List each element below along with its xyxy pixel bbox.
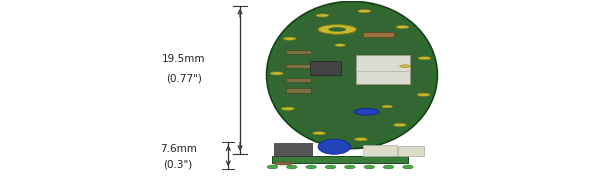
Ellipse shape [318, 25, 356, 34]
Ellipse shape [355, 138, 368, 141]
FancyBboxPatch shape [272, 156, 408, 163]
FancyBboxPatch shape [275, 162, 291, 164]
Ellipse shape [306, 165, 317, 169]
Ellipse shape [358, 10, 371, 13]
FancyBboxPatch shape [286, 50, 311, 54]
FancyBboxPatch shape [362, 145, 397, 156]
Ellipse shape [417, 93, 430, 96]
FancyBboxPatch shape [274, 143, 312, 156]
Text: 19.5mm: 19.5mm [162, 54, 206, 64]
Ellipse shape [329, 27, 346, 32]
Text: (0.3"): (0.3") [163, 159, 193, 169]
Ellipse shape [403, 165, 413, 169]
Ellipse shape [364, 165, 375, 169]
Ellipse shape [273, 7, 431, 143]
Ellipse shape [400, 65, 410, 68]
Ellipse shape [355, 108, 379, 115]
Ellipse shape [267, 165, 278, 169]
Text: (0.77"): (0.77") [166, 74, 202, 83]
Ellipse shape [316, 14, 329, 17]
FancyBboxPatch shape [398, 146, 424, 156]
Text: 7.6mm: 7.6mm [160, 145, 197, 155]
Ellipse shape [345, 165, 355, 169]
Ellipse shape [318, 139, 350, 154]
Ellipse shape [283, 37, 296, 40]
FancyBboxPatch shape [286, 88, 311, 93]
Ellipse shape [335, 44, 346, 47]
Ellipse shape [281, 107, 294, 110]
Ellipse shape [383, 165, 394, 169]
FancyBboxPatch shape [310, 61, 342, 75]
Ellipse shape [418, 57, 431, 60]
Ellipse shape [271, 72, 284, 75]
Ellipse shape [393, 123, 406, 127]
Ellipse shape [396, 25, 409, 29]
Ellipse shape [313, 132, 326, 135]
Ellipse shape [287, 165, 297, 169]
FancyBboxPatch shape [362, 32, 394, 37]
FancyBboxPatch shape [286, 64, 311, 68]
FancyBboxPatch shape [356, 55, 410, 84]
Ellipse shape [325, 165, 336, 169]
Ellipse shape [382, 105, 392, 108]
Ellipse shape [266, 1, 437, 149]
FancyBboxPatch shape [286, 78, 311, 82]
